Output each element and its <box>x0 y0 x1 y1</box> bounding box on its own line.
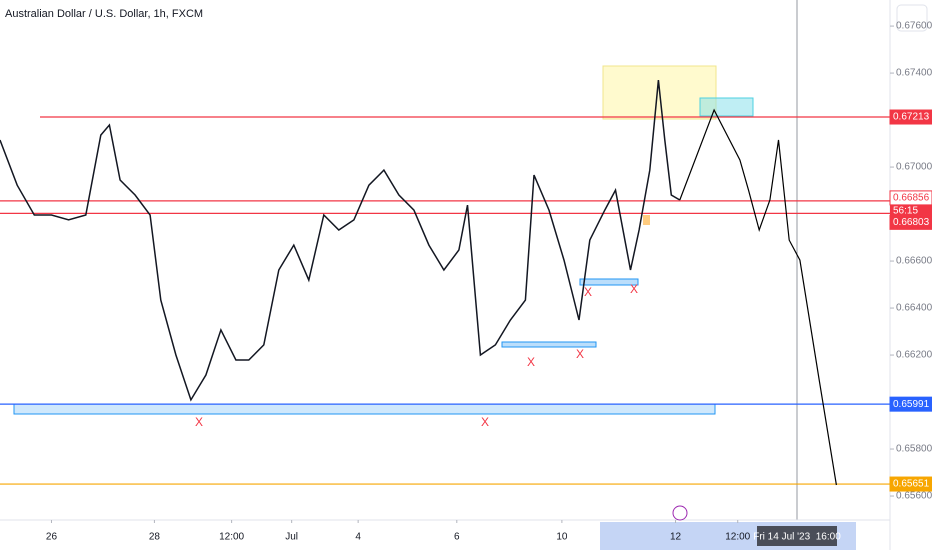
price-label: 0.66856 <box>893 193 930 204</box>
zone-box <box>13 403 716 415</box>
zone-box <box>643 215 650 225</box>
settings-button[interactable] <box>896 4 928 32</box>
crosshair-label-bg <box>757 526 837 546</box>
chart-title: Australian Dollar / U.S. Dollar, 1h, FXC… <box>5 8 203 20</box>
price-label: 0.67213 <box>893 112 930 123</box>
price-label: 0.65651 <box>893 479 930 490</box>
y-tick-label: 0.66200 <box>896 350 932 361</box>
price-label-bg <box>889 109 932 125</box>
y-tick-label: 0.67000 <box>896 162 932 173</box>
annotation: X <box>195 415 203 429</box>
price-label-bg <box>889 396 932 412</box>
y-tick-label: 0.66600 <box>896 256 932 267</box>
x-tick-label: 12:00 <box>725 532 750 543</box>
x-tick-label: 12:00 <box>219 532 244 543</box>
countdown-bg <box>890 204 932 217</box>
y-tick-label: 0.65600 <box>896 491 932 502</box>
price-label: 0.66803 <box>893 217 930 228</box>
zone-box <box>501 341 597 348</box>
annotation: X <box>630 282 638 296</box>
x-tick-label: Jul <box>285 532 298 543</box>
price-line <box>679 108 837 486</box>
countdown: 56:15 <box>893 206 918 217</box>
x-tick-label: 4 <box>355 532 361 543</box>
annotation: X <box>584 285 592 299</box>
x-tick-label: 28 <box>149 532 161 543</box>
price-label: 0.65991 <box>893 399 930 410</box>
annotation: X <box>481 415 489 429</box>
price-label-bg <box>889 476 932 492</box>
annotation: X <box>527 355 535 369</box>
y-tick-label: 0.65800 <box>896 444 932 455</box>
event-icon[interactable] <box>672 505 688 521</box>
crosshair-label: Fri 14 Jul '23 16:00 <box>753 532 841 543</box>
x-tick-label: 26 <box>46 532 58 543</box>
y-tick-label: 0.66400 <box>896 303 932 314</box>
annotation: X <box>576 347 584 361</box>
price-line <box>0 80 681 402</box>
zone-box <box>699 97 754 117</box>
x-tick-label: 10 <box>556 532 568 543</box>
y-tick-label: 0.67600 <box>896 21 932 32</box>
x-tick-label: 12 <box>670 532 682 543</box>
zone-box <box>579 278 639 286</box>
y-tick-label: 0.67400 <box>896 68 932 79</box>
x-tick-label: 6 <box>454 532 460 543</box>
